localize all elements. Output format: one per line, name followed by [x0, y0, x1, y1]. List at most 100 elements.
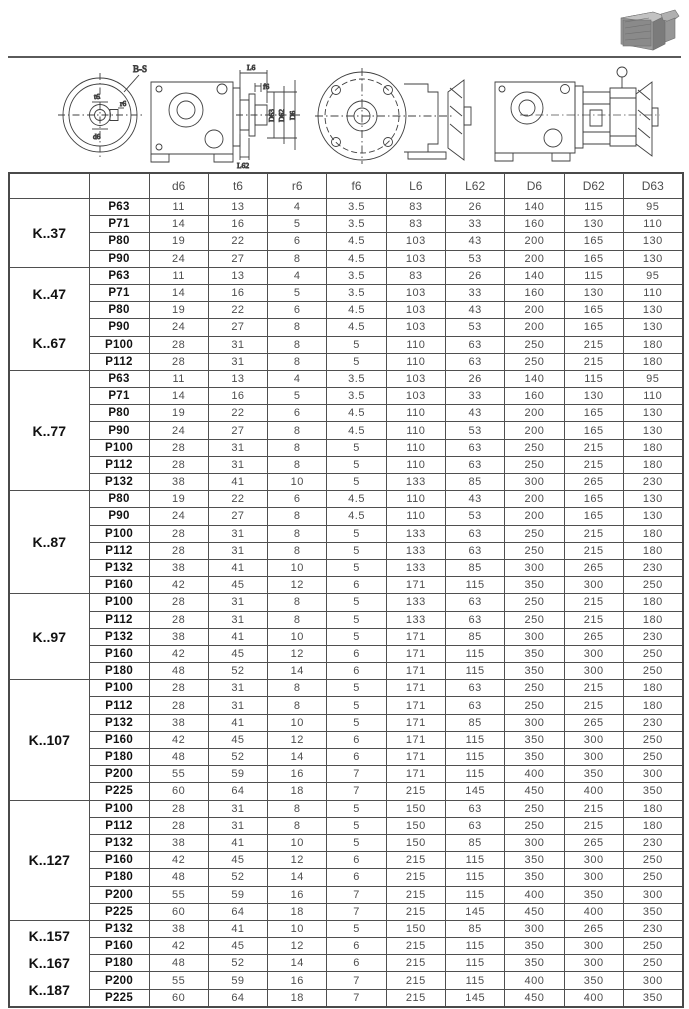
value-cell: 400 [563, 902, 624, 921]
value-cell: 41 [207, 472, 269, 492]
value-cell: 5 [326, 335, 387, 354]
size-cell-P100: P100 [88, 524, 150, 543]
size-cell-P200: P200 [88, 971, 150, 990]
table-row: P200 55 59 16 7 215 115 400 350 300 [9, 885, 684, 904]
value-cell: 63 [444, 679, 506, 698]
value-cell: 165 [563, 232, 624, 251]
value-cell: 300 [563, 747, 624, 767]
value-cell: 64 [207, 988, 269, 1008]
value-cell: 5 [326, 524, 387, 543]
value-cell: 52 [207, 747, 269, 767]
size-cell-P112: P112 [88, 696, 150, 715]
size-cell-P112: P112 [88, 352, 150, 371]
size-cell-P160: P160 [88, 644, 150, 664]
value-cell: 115 [444, 937, 506, 956]
value-cell: 200 [504, 490, 565, 509]
value-cell: 200 [504, 318, 565, 337]
value-cell: 10 [267, 627, 328, 646]
value-cell: 4.5 [326, 404, 387, 423]
size-cell-P100: P100 [88, 593, 150, 612]
value-cell: 300 [504, 713, 565, 732]
value-cell: 115 [444, 576, 506, 595]
value-cell: 85 [444, 833, 506, 853]
table-row: P225 60 64 18 7 215 145 450 400 350 [9, 782, 684, 801]
column-header-L6: L6 [385, 172, 446, 199]
value-cell: 215 [563, 455, 624, 475]
value-cell: 63 [444, 696, 506, 715]
value-cell: 165 [563, 318, 624, 337]
value-cell: 12 [267, 851, 328, 870]
value-cell: 14 [267, 868, 328, 887]
value-cell: 200 [504, 507, 565, 526]
value-cell: 171 [385, 730, 446, 750]
value-cell: 31 [207, 679, 269, 698]
value-cell: 52 [207, 662, 269, 681]
value-cell: 130 [622, 490, 684, 509]
value-cell: 300 [504, 627, 565, 646]
value-cell: 5 [326, 472, 387, 492]
value-cell: 130 [563, 283, 624, 303]
value-cell: 250 [504, 593, 565, 612]
value-cell: 165 [563, 301, 624, 320]
value-cell: 171 [385, 765, 446, 784]
value-cell: 7 [326, 765, 387, 784]
value-cell: 11 [148, 197, 209, 217]
value-cell: 5 [326, 833, 387, 853]
value-cell: 171 [385, 747, 446, 767]
value-cell: 180 [622, 799, 684, 818]
value-cell: 48 [148, 662, 209, 681]
value-cell: 180 [622, 610, 684, 629]
size-cell-P100: P100 [88, 335, 150, 354]
value-cell: 8 [267, 507, 328, 526]
value-cell: 300 [622, 885, 684, 904]
value-cell: 115 [444, 885, 506, 904]
value-cell: 48 [148, 868, 209, 887]
value-cell: 8 [267, 593, 328, 612]
value-cell: 160 [504, 283, 565, 303]
value-cell: 3.5 [326, 283, 387, 303]
group-cell-K..97: K..97 [8, 593, 90, 681]
value-cell: 3.5 [326, 215, 387, 234]
value-cell: 12 [267, 937, 328, 956]
value-cell: 14 [148, 387, 209, 406]
value-cell: 250 [504, 541, 565, 560]
value-cell: 16 [267, 885, 328, 904]
value-cell: 95 [622, 266, 684, 285]
value-cell: 18 [267, 988, 328, 1008]
value-cell: 130 [622, 404, 684, 423]
value-cell: 215 [563, 610, 624, 629]
group-labels: K..87 [10, 493, 88, 591]
size-cell-P160: P160 [88, 937, 150, 956]
value-cell: 350 [622, 988, 684, 1008]
value-cell: 350 [504, 937, 565, 956]
value-cell: 64 [207, 782, 269, 801]
value-cell: 6 [267, 490, 328, 509]
value-cell: 27 [207, 421, 269, 440]
value-cell: 215 [563, 541, 624, 560]
table-row: P71 14 16 5 3.5 103 33 160 130 110 [9, 387, 684, 406]
side-view-output-drawing [151, 70, 300, 162]
group-label: K..77 [32, 422, 66, 439]
table-row: P132 38 41 10 5 171 85 300 265 230 [9, 713, 684, 732]
table-row: P180 48 52 14 6 215 115 350 300 250 [9, 954, 684, 973]
dim-D63-label: D63 [267, 109, 276, 122]
value-cell: 300 [563, 662, 624, 681]
size-cell-P90: P90 [88, 507, 150, 526]
value-cell: 180 [622, 455, 684, 475]
value-cell: 6 [326, 644, 387, 664]
value-cell: 7 [326, 988, 387, 1008]
value-cell: 43 [444, 232, 506, 251]
value-cell: 28 [148, 816, 209, 835]
value-cell: 83 [385, 197, 446, 217]
value-cell: 7 [326, 782, 387, 801]
value-cell: 350 [504, 954, 565, 973]
value-cell: 45 [207, 937, 269, 956]
table-row: P180 48 52 14 6 171 115 350 300 250 [9, 662, 684, 681]
size-cell-P71: P71 [88, 215, 150, 234]
value-cell: 145 [444, 902, 506, 921]
size-cell-P63: P63 [88, 266, 150, 285]
value-cell: 4.5 [326, 490, 387, 509]
value-cell: 150 [385, 833, 446, 853]
size-cell-P180: P180 [88, 868, 150, 887]
